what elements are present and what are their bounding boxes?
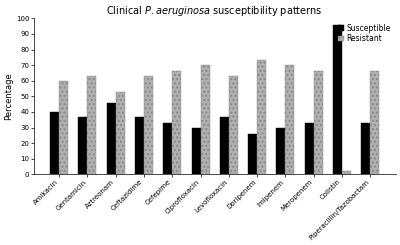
Bar [333,24,342,174]
Bar [342,171,351,174]
Bar [107,103,116,174]
Bar [229,76,238,174]
Bar [305,123,314,174]
Bar [172,71,181,174]
Bar [59,81,68,174]
Bar [220,117,229,174]
Bar [116,92,125,174]
Title: Clinical $\it{P. aeruginosa}$ susceptibility patterns: Clinical $\it{P. aeruginosa}$ susceptibi… [106,4,323,18]
Y-axis label: Percentage: Percentage [4,73,13,120]
Bar [88,76,96,174]
Bar [78,117,88,174]
Bar [163,123,172,174]
Bar [370,71,379,174]
Bar [192,128,200,174]
Bar [200,65,210,174]
Bar [286,65,294,174]
Bar [361,123,370,174]
Bar [314,71,323,174]
Bar [257,61,266,174]
Bar [248,134,257,174]
Bar [144,76,153,174]
Legend: Susceptible, Resistant: Susceptible, Resistant [336,22,392,45]
Bar [50,112,59,174]
Bar [276,128,286,174]
Bar [135,117,144,174]
